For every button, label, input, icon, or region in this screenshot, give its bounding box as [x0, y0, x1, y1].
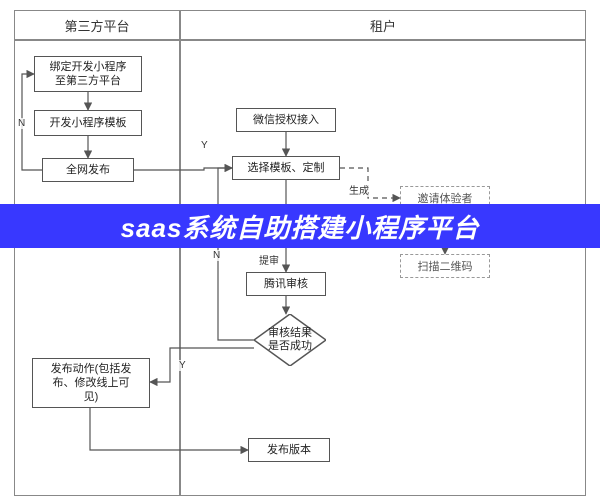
edge-label: 提审 [258, 252, 280, 267]
node-n7: 审核结果是否成功 [254, 314, 326, 366]
edge-label: Y [178, 360, 187, 371]
col-left-title: 第三方平台 [14, 10, 180, 35]
node-n2: 开发小程序模板 [34, 110, 142, 136]
col-right-title: 租户 [180, 10, 586, 35]
node-n5: 选择模板、定制 [232, 156, 340, 180]
node-n9: 发布版本 [248, 438, 330, 462]
canvas: 第三方平台 租户 绑定开发小程序至第三方平台开发小程序模板全网发布 微信授权接入选… [0, 0, 600, 500]
node-n4: 微信授权接入 [236, 108, 336, 132]
col-left-body [14, 40, 180, 496]
node-n1: 绑定开发小程序至第三方平台 [34, 56, 142, 92]
node-n6: 腾讯审核 [246, 272, 326, 296]
edge-label: Y [200, 140, 209, 151]
title-banner: saas系统自助搭建小程序平台 [0, 204, 600, 248]
edge-label: N [212, 250, 221, 261]
title-banner-text: saas系统自助搭建小程序平台 [121, 208, 480, 245]
node-n8: 发布动作(包括发布、修改线上可见) [32, 358, 150, 408]
edge-label: N [17, 118, 26, 129]
node-n3: 全网发布 [42, 158, 134, 182]
node-d2: 扫描二维码 [400, 254, 490, 278]
edge-label: 生成 [348, 182, 370, 197]
